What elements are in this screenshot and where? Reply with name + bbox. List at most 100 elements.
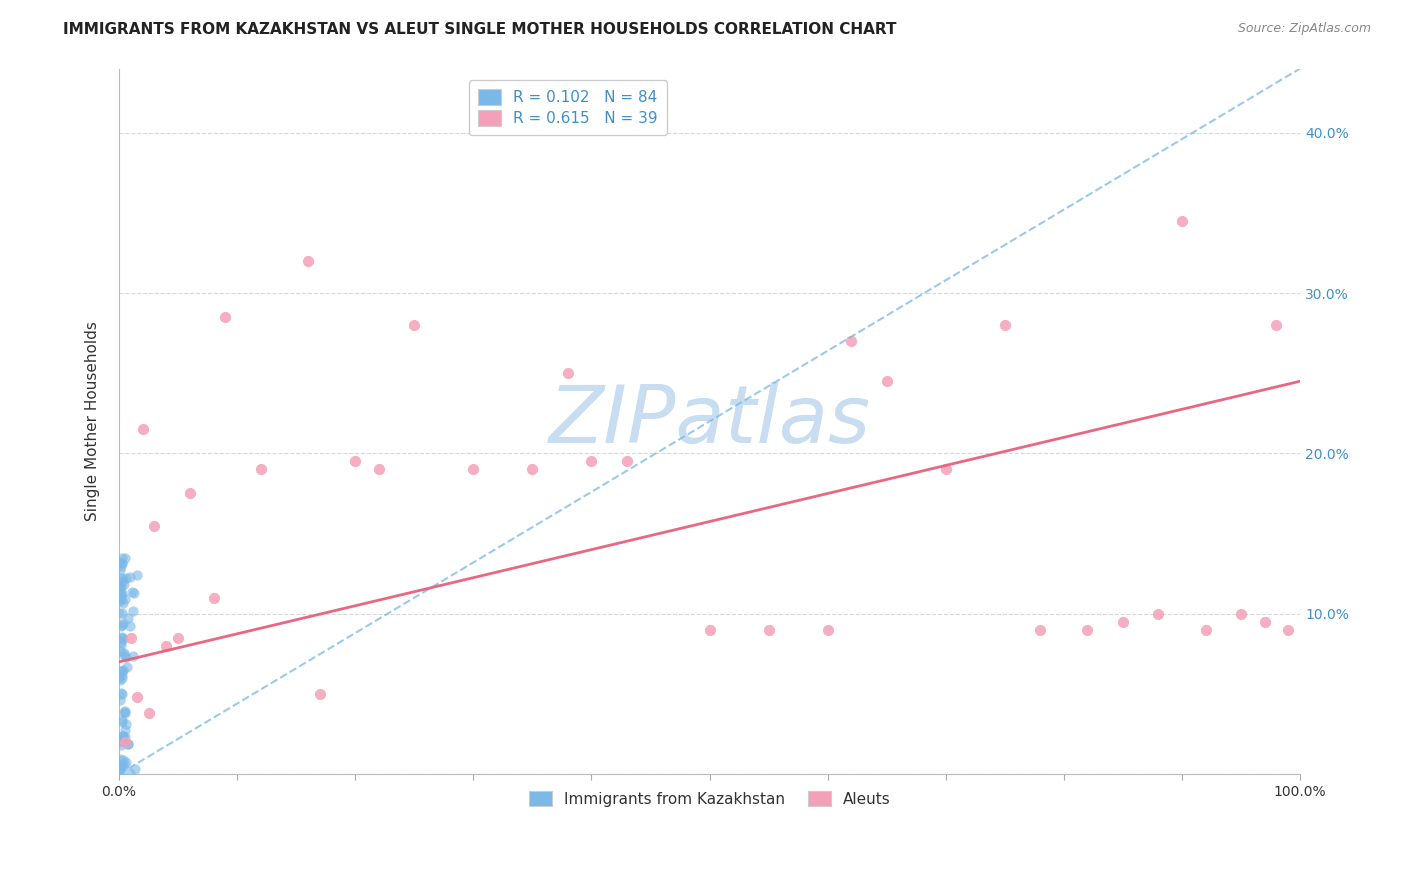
Point (112, 648, 135, 662)
Point (111, 729, 134, 743)
Point (114, 550, 136, 565)
Point (404, 318, 426, 332)
Point (1171, 214, 1194, 228)
Point (463, 462, 485, 476)
Point (1076, 623, 1098, 637)
Point (121, 649, 143, 664)
Point (114, 706, 136, 720)
Point (1277, 623, 1299, 637)
Point (114, 735, 136, 749)
Point (994, 318, 1017, 332)
Point (202, 591, 225, 605)
Point (117, 738, 139, 752)
Point (115, 571, 138, 585)
Point (122, 604, 145, 618)
Point (1265, 318, 1288, 332)
Point (108, 588, 131, 602)
Point (111, 664, 134, 678)
Point (616, 454, 638, 468)
Point (110, 588, 132, 602)
Point (108, 581, 131, 595)
Point (110, 619, 132, 633)
Point (131, 422, 153, 436)
Point (110, 591, 132, 606)
Point (522, 462, 544, 476)
Point (120, 619, 142, 633)
Point (108, 671, 131, 685)
Point (344, 454, 367, 468)
Point (876, 374, 898, 388)
Point (111, 671, 134, 685)
Point (108, 643, 131, 657)
Point (935, 462, 957, 476)
Point (111, 556, 134, 570)
Point (117, 610, 139, 624)
Point (108, 751, 131, 765)
Point (112, 646, 135, 660)
Point (110, 734, 132, 748)
Point (167, 631, 190, 645)
Text: IMMIGRANTS FROM KAZAKHSTAN VS ALEUT SINGLE MOTHER HOUSEHOLDS CORRELATION CHART: IMMIGRANTS FROM KAZAKHSTAN VS ALEUT SING… (63, 22, 897, 37)
Point (817, 623, 839, 637)
Point (110, 758, 132, 772)
Point (110, 581, 132, 595)
Point (125, 690, 148, 705)
Point (1029, 623, 1052, 637)
Point (112, 632, 135, 647)
Point (112, 705, 135, 719)
Point (112, 729, 135, 743)
Point (699, 623, 721, 637)
Point (124, 762, 146, 776)
Point (110, 686, 132, 700)
Point (112, 577, 135, 591)
Point (110, 759, 132, 773)
Point (308, 687, 330, 701)
Point (111, 570, 134, 584)
Point (110, 733, 132, 747)
Point (155, 639, 177, 653)
Point (111, 556, 134, 570)
Text: Source: ZipAtlas.com: Source: ZipAtlas.com (1237, 22, 1371, 36)
Point (111, 713, 134, 727)
Point (114, 757, 136, 772)
Point (297, 254, 319, 268)
Point (111, 687, 134, 701)
Point (1112, 615, 1135, 629)
Point (110, 617, 132, 632)
Point (179, 486, 201, 500)
Point (120, 765, 142, 780)
Point (125, 568, 148, 582)
Point (115, 649, 138, 664)
Point (110, 582, 132, 597)
Point (108, 673, 131, 687)
Point (110, 634, 132, 648)
Point (120, 570, 142, 584)
Point (110, 559, 132, 574)
Point (111, 587, 134, 601)
Point (143, 518, 166, 533)
Point (249, 462, 271, 476)
Point (1230, 607, 1253, 621)
Point (108, 594, 131, 608)
Point (115, 660, 138, 674)
Point (138, 706, 160, 721)
Point (839, 334, 862, 348)
Point (557, 366, 579, 380)
Point (111, 550, 134, 565)
Point (111, 759, 134, 773)
Point (121, 584, 143, 599)
Point (110, 638, 132, 652)
Point (1253, 615, 1275, 629)
Point (110, 588, 132, 602)
Point (581, 454, 603, 468)
Point (111, 715, 134, 730)
Point (214, 310, 236, 324)
Point (111, 631, 134, 645)
Point (114, 704, 136, 718)
Point (367, 462, 389, 476)
Point (115, 716, 138, 731)
Legend: Immigrants from Kazakhstan, Aleuts: Immigrants from Kazakhstan, Aleuts (519, 781, 900, 816)
Point (112, 753, 135, 767)
Point (111, 615, 134, 630)
Point (111, 596, 134, 610)
